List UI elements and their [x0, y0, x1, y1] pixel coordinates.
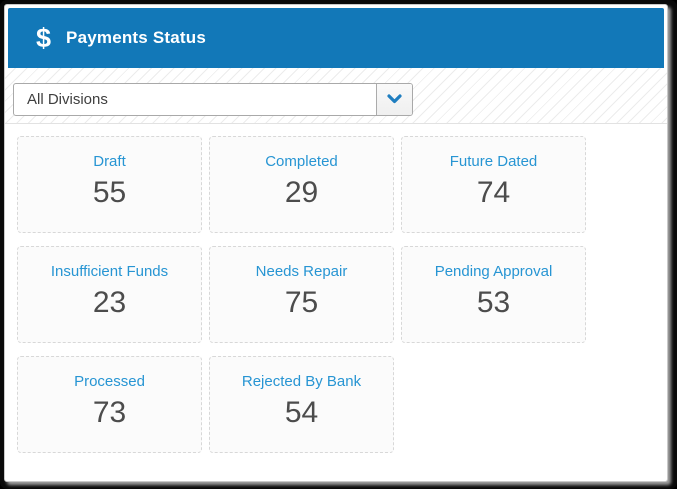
- status-card-value: 55: [92, 176, 127, 209]
- status-card-value: 75: [284, 286, 319, 319]
- status-card[interactable]: Rejected By Bank 54: [209, 356, 394, 453]
- status-card-label[interactable]: Processed: [74, 373, 145, 390]
- status-card-label[interactable]: Pending Approval: [434, 263, 553, 280]
- status-card[interactable]: Pending Approval 53: [401, 246, 586, 343]
- status-card[interactable]: Insufficient Funds 23: [17, 246, 202, 343]
- status-card-label[interactable]: Insufficient Funds: [50, 263, 169, 280]
- status-card-value: 73: [92, 396, 127, 429]
- status-card[interactable]: Completed 29: [209, 136, 394, 233]
- division-select-open-button[interactable]: [376, 84, 412, 115]
- panel-header: $ Payments Status: [8, 8, 664, 68]
- status-card[interactable]: Future Dated 74: [401, 136, 586, 233]
- status-card-label[interactable]: Rejected By Bank: [241, 373, 362, 390]
- status-cards-grid: Draft 55 Completed 29 Future Dated 74 In…: [5, 124, 667, 453]
- division-select[interactable]: All Divisions: [13, 83, 413, 116]
- status-card[interactable]: Draft 55: [17, 136, 202, 233]
- status-card-value: 54: [284, 396, 319, 429]
- status-card[interactable]: Processed 73: [17, 356, 202, 453]
- status-card-value: 29: [284, 176, 319, 209]
- status-card-label[interactable]: Future Dated: [449, 153, 538, 170]
- status-card-label[interactable]: Draft: [93, 153, 126, 170]
- status-card[interactable]: Needs Repair 75: [209, 246, 394, 343]
- division-select-value[interactable]: All Divisions: [27, 91, 108, 108]
- dollar-icon: $: [36, 22, 52, 53]
- status-card-label[interactable]: Completed: [265, 153, 338, 170]
- status-card-value: 53: [476, 286, 511, 319]
- payments-status-panel: $ Payments Status All Divisions Draft 55…: [4, 4, 668, 482]
- status-card-value: 23: [92, 286, 127, 319]
- status-card-label[interactable]: Needs Repair: [255, 263, 348, 280]
- filter-band: All Divisions: [5, 68, 667, 124]
- status-card-value: 74: [476, 176, 511, 209]
- page-title: Payments Status: [66, 28, 207, 47]
- chevron-down-icon: [387, 91, 402, 109]
